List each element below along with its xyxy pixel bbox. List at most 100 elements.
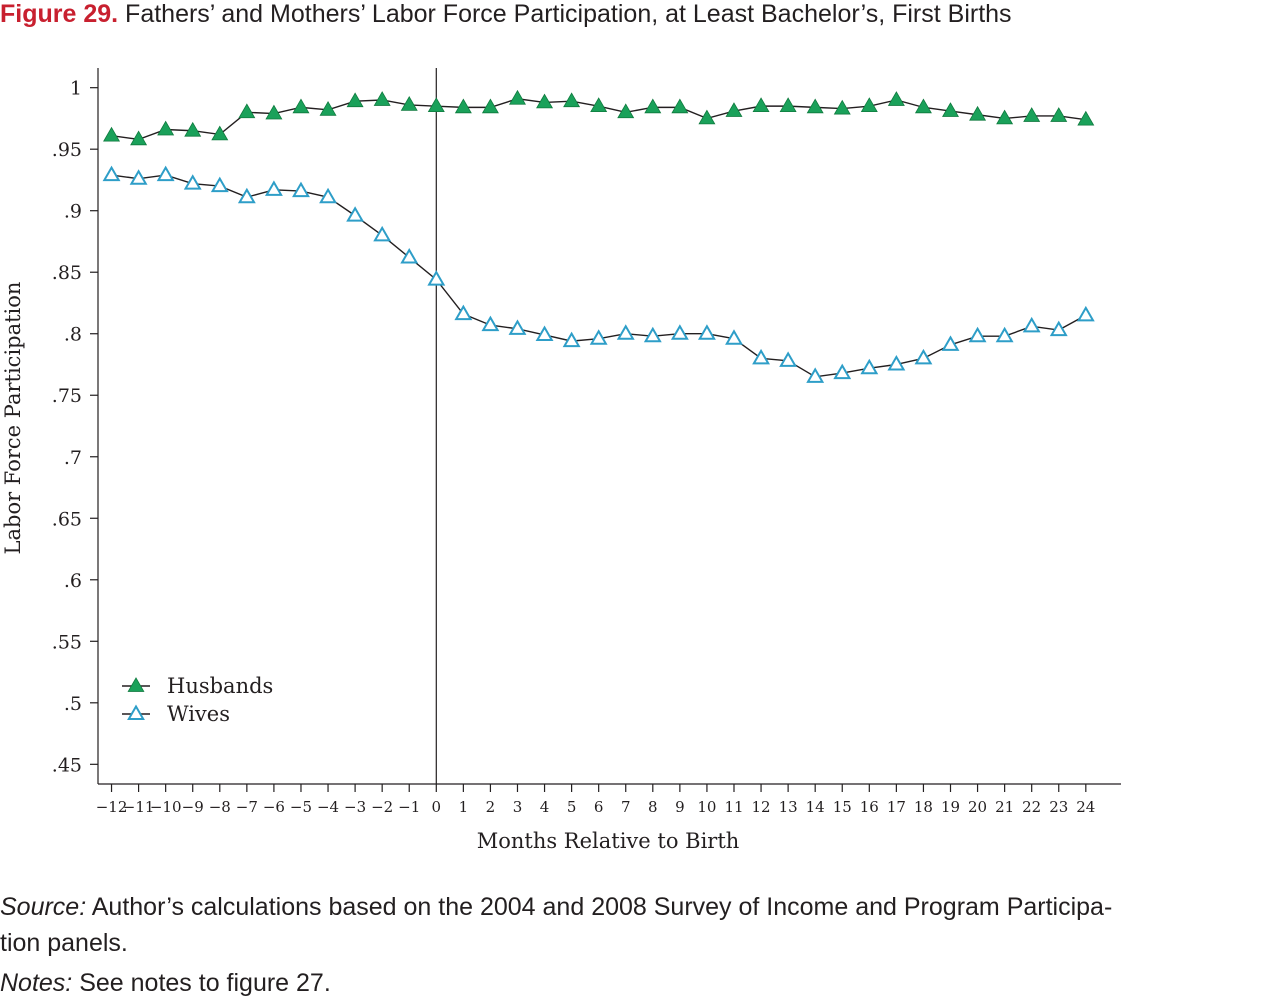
x-tick-label: −1	[398, 798, 420, 816]
data-point	[373, 91, 391, 106]
line-chart: 1.95.9.85.8.75.7.65.6.55.5.45−12−11−10 −9…	[1, 68, 1121, 853]
data-point	[130, 130, 148, 146]
x-tick-label: 4	[540, 798, 550, 816]
data-point	[563, 92, 581, 108]
data-point	[156, 165, 175, 182]
x-tick-label: 5	[567, 798, 577, 816]
x-tick-label: −3	[344, 798, 366, 816]
data-point	[103, 126, 121, 142]
data-point	[779, 351, 798, 367]
notes: Notes: See notes to figure 27.	[0, 965, 1280, 1001]
x-tick-label: 8	[648, 798, 658, 816]
source-note: Source: Author’s calculations based on t…	[0, 889, 1280, 961]
source-text-cont: tion panels.	[0, 929, 128, 957]
data-point	[752, 348, 770, 365]
legend-item: Husbands	[122, 674, 273, 698]
x-tick-label: 6	[594, 798, 604, 816]
data-point	[779, 97, 797, 112]
data-point	[562, 331, 581, 348]
x-tick-label: 24	[1076, 798, 1095, 816]
x-tick-label: 20	[968, 798, 987, 816]
data-point	[292, 181, 310, 198]
data-point	[806, 98, 824, 114]
data-point	[1049, 320, 1068, 337]
source-text: Author’s calculations based on the 2004 …	[91, 893, 1113, 921]
figure-title-text: Fathers’ and Mothers’ Labor Force Partic…	[125, 0, 1012, 28]
data-point	[508, 319, 527, 335]
x-tick-label: −7	[236, 798, 258, 816]
x-tick-label: 10	[697, 798, 716, 816]
data-point	[454, 304, 473, 321]
y-tick-label: .85	[52, 262, 82, 284]
x-tick-label: 1	[459, 798, 469, 816]
data-point	[238, 103, 256, 119]
x-tick-label: 9	[675, 798, 685, 816]
figure-title: Figure 29. Fathers’ and Mothers’ Labor F…	[0, 0, 1280, 30]
data-point	[670, 324, 689, 340]
x-tick-label: 3	[513, 798, 523, 816]
legend-marker	[127, 677, 145, 692]
data-point	[914, 348, 933, 365]
y-tick-label: .9	[64, 201, 82, 223]
x-tick-label: −10	[150, 798, 182, 816]
data-point	[292, 98, 310, 114]
x-tick-label: 15	[833, 798, 852, 816]
data-point	[102, 165, 121, 182]
data-point	[1076, 305, 1095, 322]
y-tick-label: .7	[64, 447, 82, 469]
y-tick-label: .75	[52, 385, 82, 407]
data-point	[806, 367, 825, 383]
series-line	[111, 174, 1087, 378]
data-point	[536, 93, 554, 109]
x-tick-label: 14	[806, 798, 825, 816]
data-point	[346, 206, 365, 222]
data-point	[265, 104, 283, 120]
legend-item: Wives	[122, 702, 230, 726]
legend-label: Wives	[167, 702, 230, 726]
data-point	[616, 324, 635, 340]
data-point	[725, 102, 743, 117]
x-tick-label: 12	[752, 798, 771, 816]
x-tick-label: 19	[941, 798, 960, 816]
data-point	[725, 329, 743, 345]
x-tick-label: 16	[860, 798, 879, 816]
data-point	[129, 169, 148, 185]
data-point	[535, 325, 554, 342]
data-point	[942, 102, 959, 117]
data-point	[264, 180, 283, 196]
x-tick-label: −12	[96, 798, 128, 816]
x-tick-label: −6	[263, 798, 285, 816]
x-tick-label: −4	[317, 798, 339, 816]
x-tick-label: 18	[914, 798, 933, 816]
data-point	[400, 248, 419, 264]
source-label: Source:	[0, 893, 87, 921]
data-point	[157, 120, 175, 136]
data-point	[941, 335, 960, 351]
x-tick-label: 13	[779, 798, 798, 816]
data-point	[833, 363, 852, 380]
data-point	[427, 270, 446, 286]
notes-text: See notes to figure 27.	[79, 969, 331, 997]
data-point	[237, 187, 256, 204]
data-point	[183, 174, 202, 190]
x-tick-label: 2	[486, 798, 496, 816]
data-point	[860, 358, 879, 375]
data-point	[1023, 107, 1041, 122]
data-point	[508, 89, 526, 105]
data-point	[968, 326, 987, 343]
data-point	[590, 97, 608, 112]
data-point	[211, 125, 229, 141]
data-point	[914, 98, 932, 114]
data-point	[589, 329, 608, 345]
data-point	[346, 92, 364, 108]
data-point	[1077, 110, 1095, 126]
y-tick-label: .45	[52, 754, 82, 776]
notes-label: Notes:	[0, 969, 73, 997]
data-point	[697, 324, 716, 340]
x-tick-label: −11	[123, 798, 155, 816]
figure-number: Figure 29.	[0, 0, 119, 28]
data-point	[995, 326, 1014, 343]
data-point	[319, 187, 337, 204]
chart-axes: 1.95.9.85.8.75.7.65.6.55.5.45−12−11−10 −9…	[52, 68, 1121, 816]
data-point	[671, 98, 689, 114]
